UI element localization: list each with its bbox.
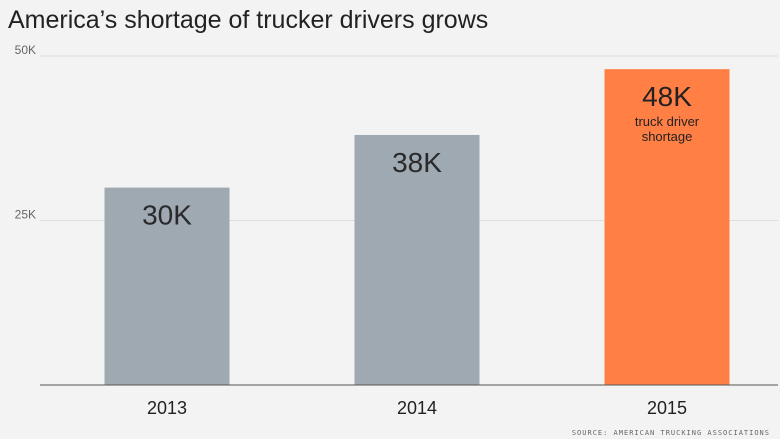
value-label: 38K bbox=[392, 147, 442, 178]
bar-2014 bbox=[354, 134, 480, 385]
bar-2015 bbox=[604, 69, 730, 385]
y-tick-label: 50K bbox=[15, 43, 36, 57]
value-label: 48K bbox=[642, 81, 692, 112]
value-label: 30K bbox=[142, 200, 192, 231]
y-tick-label: 25K bbox=[15, 208, 36, 222]
chart-title: America’s shortage of trucker drivers gr… bbox=[8, 6, 489, 34]
x-tick-label: 2013 bbox=[147, 398, 187, 418]
bar-annotation: truck driver shortage bbox=[635, 114, 700, 144]
source-note: SOURCE: AMERICAN TRUCKING ASSOCIATIONS bbox=[571, 429, 770, 437]
x-tick-label: 2014 bbox=[397, 398, 437, 418]
x-tick-label: 2015 bbox=[647, 398, 687, 418]
bar-2013 bbox=[104, 187, 230, 385]
